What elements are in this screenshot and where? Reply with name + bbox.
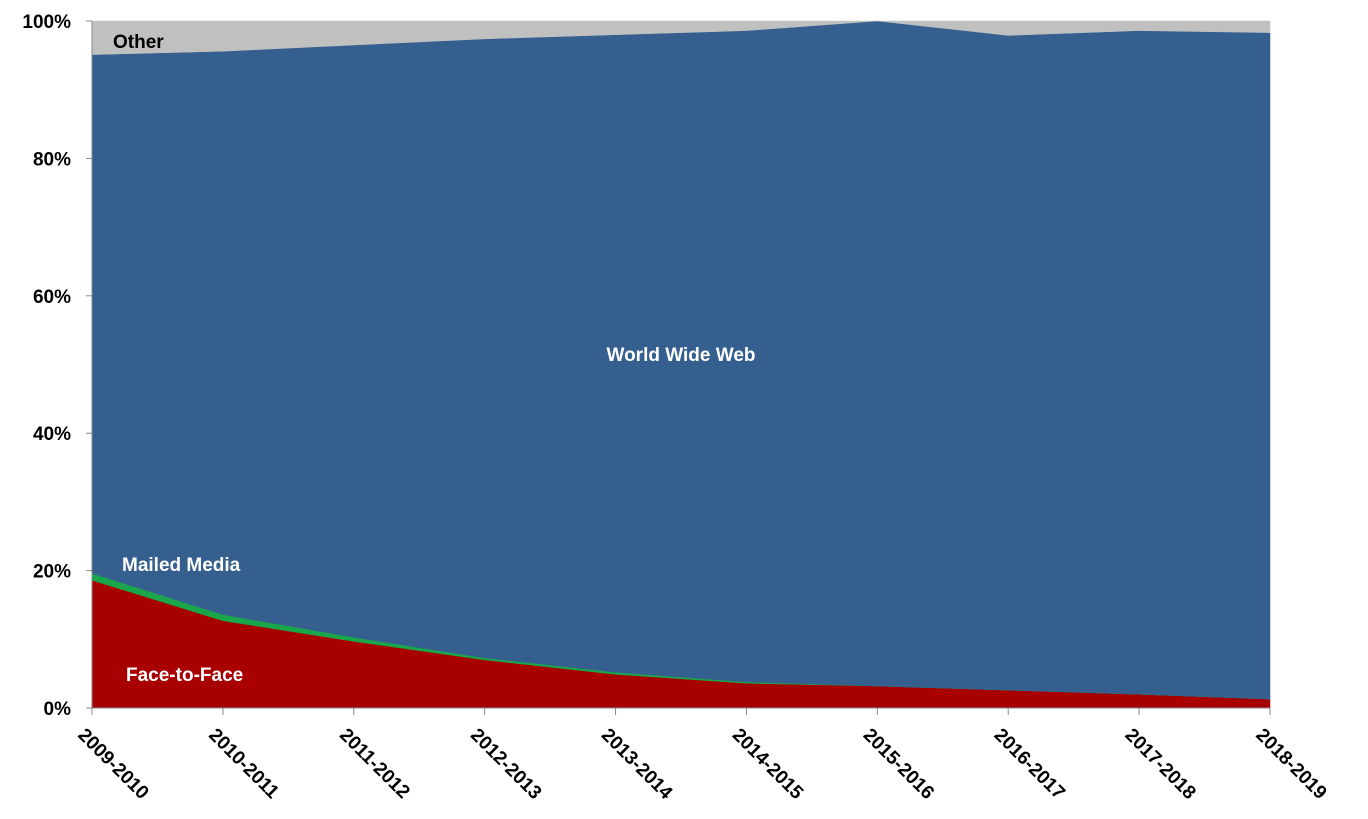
axes bbox=[91, 21, 1270, 709]
x-tick-label: 2015-2016 bbox=[859, 725, 938, 804]
y-tick-label: 40% bbox=[33, 424, 71, 445]
y-tick-label: 60% bbox=[33, 287, 71, 308]
series-labels: Other World Wide Web Mailed Media Face-t… bbox=[113, 32, 756, 686]
x-tick-label: 2018-2019 bbox=[1251, 725, 1330, 804]
x-tick-label: 2014-2015 bbox=[728, 725, 807, 804]
x-tick-label: 2013-2014 bbox=[597, 725, 676, 804]
x-tick-label: 2016-2017 bbox=[990, 725, 1069, 804]
x-tick-label: 2017-2018 bbox=[1121, 725, 1200, 804]
x-tick-label: 2010-2011 bbox=[204, 725, 283, 804]
x-tick-label: 2009-2010 bbox=[73, 725, 152, 804]
x-axis-ticks: 2009-2010 2010-2011 2011-2012 2012-2013 2013… bbox=[73, 708, 1331, 804]
y-tick-label: 0% bbox=[44, 699, 72, 720]
y-axis-ticks: 0% 20% 40% 60% 80% 100% bbox=[22, 12, 92, 720]
series-areas bbox=[91, 20, 1271, 709]
y-tick-label: 20% bbox=[33, 562, 71, 583]
series-label-face-to-face: Face-to-Face bbox=[126, 665, 243, 686]
series-label-mailed-media: Mailed Media bbox=[122, 555, 241, 576]
series-label-world-wide-web: World Wide Web bbox=[606, 345, 755, 366]
area-other bbox=[91, 20, 1271, 55]
series-label-other: Other bbox=[113, 32, 164, 53]
x-tick-label: 2012-2013 bbox=[466, 725, 545, 804]
y-tick-label: 100% bbox=[22, 12, 71, 33]
x-tick-label: 2011-2012 bbox=[335, 725, 413, 803]
y-tick-label: 80% bbox=[33, 149, 71, 170]
